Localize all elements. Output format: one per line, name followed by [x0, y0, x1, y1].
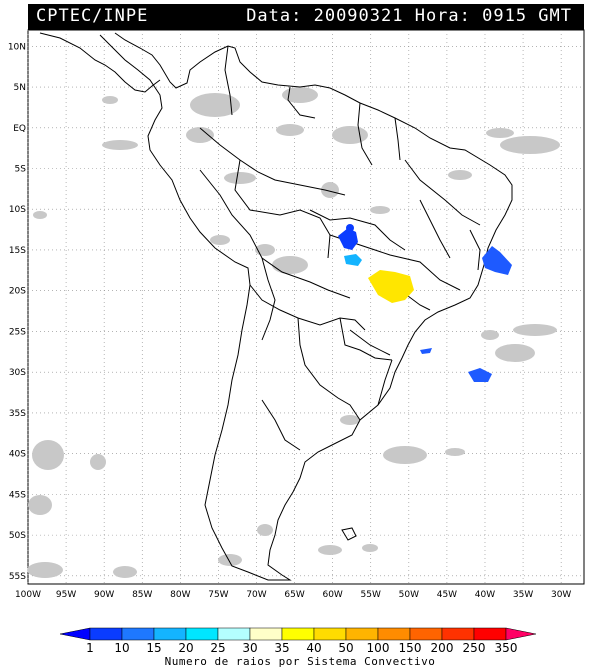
- lat-tick-label: 35S: [9, 409, 26, 419]
- storm-cell: [420, 348, 432, 354]
- latitude-labels: 10N 5N EQ 5S 10S 15S 20S 25S 30S 35S 40S 45S 50S 55S: [8, 42, 26, 582]
- colorbar-tick-label: 150: [399, 641, 422, 655]
- lon-tick-label: 30W: [551, 590, 571, 600]
- lon-tick-label: 45W: [437, 590, 457, 600]
- storm-cell: [346, 224, 354, 232]
- lightning-map: 10N5NEQ5S10S15S20S25S30S35S40S45S50S55S …: [8, 29, 585, 600]
- colorbar-box: [185, 627, 219, 641]
- storm-cell: [468, 368, 492, 382]
- colorbar-tick-label: 100: [367, 641, 390, 655]
- convective-systems: [338, 224, 512, 382]
- storm-cell: [482, 246, 512, 275]
- colorbar-box: [281, 627, 315, 641]
- colorbar-arrow-right: [505, 627, 537, 641]
- cloud-cover: [27, 87, 560, 578]
- colorbar-box: [121, 627, 155, 641]
- colorbar-tick-label: 250: [463, 641, 486, 655]
- lat-tick-label: EQ: [13, 124, 26, 134]
- lon-tick-label: 50W: [399, 590, 419, 600]
- colorbar-box: [473, 627, 507, 641]
- colorbar: 1 10 15 20 25 30 35 40 50 100 150 200 250 350: [59, 627, 537, 655]
- colorbar-box: [313, 627, 347, 641]
- lat-tick-label: 55S: [9, 572, 26, 582]
- colorbar-tick-label: 350: [495, 641, 518, 655]
- lon-tick-label: 35W: [513, 590, 533, 600]
- longitude-labels: 100W 95W 90W 85W 80W 75W 70W 65W 60W 55W 50W 45W 40W…: [15, 590, 571, 600]
- colorbar-tick-label: 40: [306, 641, 321, 655]
- storm-cell: [344, 254, 362, 266]
- colorbar-tick-label: 15: [146, 641, 161, 655]
- storm-cell: [368, 270, 414, 303]
- colorbar-tick-label: 1: [86, 641, 94, 655]
- lon-tick-label: 60W: [322, 590, 342, 600]
- lat-tick-label: 10S: [9, 205, 26, 215]
- storm-cell: [338, 228, 358, 250]
- lon-tick-label: 40W: [475, 590, 495, 600]
- lon-tick-label: 80W: [170, 590, 190, 600]
- lat-tick-label: 50S: [9, 531, 26, 541]
- colorbar-arrow-left: [59, 627, 91, 641]
- colorbar-box: [345, 627, 379, 641]
- colorbar-boxes: [59, 627, 537, 641]
- lat-tick-label: 40S: [9, 450, 26, 460]
- colorbar-box: [153, 627, 187, 641]
- lat-tick-label: 5N: [14, 83, 26, 93]
- lon-tick-label: 95W: [56, 590, 76, 600]
- lon-tick-label: 85W: [132, 590, 152, 600]
- lat-tick-label: 10N: [8, 42, 26, 52]
- colorbar-tick-label: 50: [338, 641, 353, 655]
- lon-tick-label: 75W: [208, 590, 228, 600]
- colorbar-box: [409, 627, 443, 641]
- colorbar-tick-label: 20: [178, 641, 193, 655]
- source-label: CPTEC/INPE: [36, 6, 149, 26]
- map-frame: [27, 29, 585, 585]
- datetime-label: Data: 20090321 Hora: 0915 GMT: [246, 6, 572, 26]
- colorbar-labels: 1 10 15 20 25 30 35 40 50 100 150 200 250 350: [86, 641, 517, 655]
- map-header: CPTEC/INPE Data: 20090321 Hora: 0915 GMT: [28, 4, 584, 30]
- colorbar-tick-label: 35: [274, 641, 289, 655]
- lat-tick-label: 25S: [9, 327, 26, 337]
- lat-tick-label: 45S: [9, 490, 26, 500]
- colorbar-box: [89, 627, 123, 641]
- lon-tick-label: 90W: [94, 590, 114, 600]
- colorbar-tick-label: 25: [210, 641, 225, 655]
- colorbar-box: [377, 627, 411, 641]
- lon-tick-label: 70W: [246, 590, 266, 600]
- lat-tick-label: 5S: [15, 165, 27, 175]
- lon-tick-label: 55W: [361, 590, 381, 600]
- colorbar-caption: Numero de raios por Sistema Convectivo: [164, 655, 436, 668]
- colorbar-box: [441, 627, 475, 641]
- grid-lines: [27, 30, 584, 584]
- lon-tick-label: 65W: [284, 590, 304, 600]
- lat-tick-label: 30S: [9, 368, 26, 378]
- lat-tick-label: 20S: [9, 287, 26, 297]
- colorbar-tick-label: 10: [114, 641, 129, 655]
- colorbar-box: [249, 627, 283, 641]
- lon-tick-label: 100W: [15, 590, 41, 600]
- colorbar-tick-label: 200: [431, 641, 454, 655]
- lat-tick-label: 15S: [9, 246, 26, 256]
- colorbar-box: [217, 627, 251, 641]
- colorbar-tick-label: 30: [242, 641, 257, 655]
